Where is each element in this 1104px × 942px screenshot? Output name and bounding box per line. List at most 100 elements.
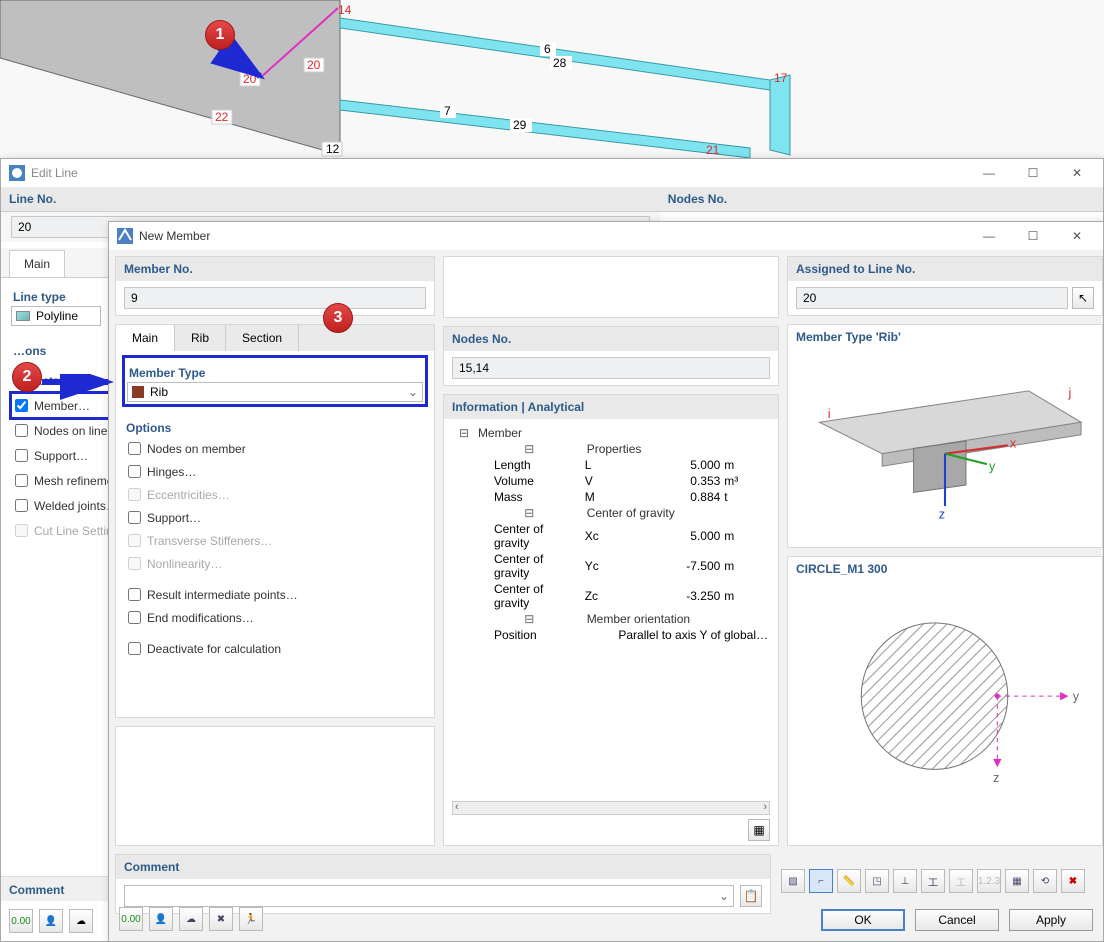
iconbar-btn-8[interactable]: 1.2.3 bbox=[977, 869, 1001, 893]
new-member-title: New Member bbox=[139, 229, 210, 243]
minimize-button[interactable]: — bbox=[967, 159, 1011, 187]
opt-end-mods-label: End modifications… bbox=[147, 611, 254, 625]
svg-text:28: 28 bbox=[553, 56, 567, 70]
svg-text:y: y bbox=[1073, 689, 1080, 703]
line-type-value: Polyline bbox=[36, 309, 78, 323]
nm-toolbtn-5[interactable]: 🏃 bbox=[239, 907, 263, 931]
opt-nm-support-label: Support… bbox=[147, 511, 201, 525]
assigned-pick-button[interactable]: ↖ bbox=[1072, 287, 1094, 309]
nm-close-button[interactable]: ✕ bbox=[1055, 222, 1099, 250]
preview-iconbar: ▧ ⌐ 📏 ◳ ⊥ 工 工 1.2.3 ▦ ⟲ ✖ bbox=[781, 869, 1091, 893]
iconbar-btn-1[interactable]: ▧ bbox=[781, 869, 805, 893]
info-cogy-u: m bbox=[722, 551, 770, 581]
nm-tab-main[interactable]: Main bbox=[116, 325, 175, 351]
member-type-value: Rib bbox=[150, 385, 168, 399]
preview-circle-panel: CIRCLE_M1 300 y z bbox=[787, 556, 1103, 846]
iconbar-btn-5[interactable]: ⊥ bbox=[893, 869, 917, 893]
info-volume-u: m³ bbox=[722, 473, 770, 489]
opt-welded-joint-label: Welded joints… bbox=[34, 499, 118, 513]
svg-text:7: 7 bbox=[444, 104, 451, 118]
nm-maximize-button[interactable]: ☐ bbox=[1011, 222, 1055, 250]
svg-text:21: 21 bbox=[706, 143, 720, 157]
opt-transverse: Transverse Stiffeners… bbox=[124, 529, 426, 552]
editline-toolbtn-3[interactable]: ☁ bbox=[69, 909, 93, 933]
info-grid-button[interactable]: ▦ bbox=[748, 819, 770, 841]
opt-result-pts[interactable]: Result intermediate points… bbox=[124, 583, 426, 606]
info-mass-s: M bbox=[583, 489, 634, 505]
opt-hinges[interactable]: Hinges… bbox=[124, 460, 426, 483]
edit-line-titlebar[interactable]: Edit Line — ☐ ✕ bbox=[1, 159, 1103, 187]
nm-toolbtn-1[interactable]: 0.00 bbox=[119, 907, 143, 931]
opt-deactivate[interactable]: Deactivate for calculation bbox=[124, 637, 426, 660]
member-type-swatch-icon bbox=[132, 386, 144, 398]
iconbar-btn-9[interactable]: ▦ bbox=[1005, 869, 1029, 893]
svg-text:22: 22 bbox=[215, 110, 229, 124]
nm-blank-panel bbox=[115, 726, 435, 846]
svg-text:i: i bbox=[828, 407, 831, 421]
opt-nm-support[interactable]: Support… bbox=[124, 506, 426, 529]
member-type-label: Member Type bbox=[127, 360, 423, 382]
iconbar-btn-4[interactable]: ◳ bbox=[865, 869, 889, 893]
app-icon bbox=[117, 228, 133, 244]
info-member: Member bbox=[476, 425, 770, 441]
iconbar-btn-3[interactable]: 📏 bbox=[837, 869, 861, 893]
info-cogx-s: Xc bbox=[583, 521, 634, 551]
nm-tab-rib[interactable]: Rib bbox=[175, 325, 226, 351]
nm-tab-section[interactable]: Section bbox=[226, 325, 299, 351]
polyline-swatch-icon bbox=[16, 311, 30, 321]
editline-toolbtn-1[interactable]: 0.00 bbox=[9, 909, 33, 933]
svg-text:14: 14 bbox=[338, 3, 352, 17]
svg-text:17: 17 bbox=[774, 71, 788, 85]
line-type-dropdown[interactable]: Polyline bbox=[11, 306, 101, 326]
info-panel: Information | Analytical ⊟Member ⊟Proper… bbox=[443, 394, 779, 846]
apply-button[interactable]: Apply bbox=[1009, 909, 1093, 931]
tab-main[interactable]: Main bbox=[9, 250, 65, 277]
opt-end-mods[interactable]: End modifications… bbox=[124, 606, 426, 629]
assigned-input[interactable]: 20 bbox=[796, 287, 1068, 309]
member-main-panel: Main Rib Section Member Type Rib ⌄ bbox=[115, 324, 435, 718]
maximize-button[interactable]: ☐ bbox=[1011, 159, 1055, 187]
iconbar-btn-6[interactable]: 工 bbox=[921, 869, 945, 893]
nm-options-label: Options bbox=[124, 415, 426, 437]
close-button[interactable]: ✕ bbox=[1055, 159, 1099, 187]
member-type-dropdown[interactable]: Rib ⌄ bbox=[127, 382, 423, 402]
callout-2-arrow bbox=[38, 374, 128, 404]
nm-top-blank bbox=[443, 256, 779, 318]
nm-comment-input[interactable]: ⌄ bbox=[124, 885, 734, 907]
iconbar-btn-10[interactable]: ⟲ bbox=[1033, 869, 1057, 893]
info-properties: Properties bbox=[583, 441, 770, 457]
info-length-v: 5.000 bbox=[634, 457, 723, 473]
nm-minimize-button[interactable]: — bbox=[967, 222, 1011, 250]
member-no-label: Member No. bbox=[116, 257, 434, 281]
cancel-button[interactable]: Cancel bbox=[915, 909, 999, 931]
opt-nodes-on-line-label: Nodes on line… bbox=[34, 424, 119, 438]
nm-toolbtn-2[interactable]: 👤 bbox=[149, 907, 173, 931]
iconbar-btn-11[interactable]: ✖ bbox=[1061, 869, 1085, 893]
opt-transverse-label: Transverse Stiffeners… bbox=[147, 534, 272, 548]
new-member-titlebar[interactable]: New Member — ☐ ✕ bbox=[109, 222, 1103, 250]
opt-hinges-label: Hinges… bbox=[147, 465, 196, 479]
nm-nodes-input[interactable]: 15,14 bbox=[452, 357, 770, 379]
iconbar-btn-7[interactable]: 工 bbox=[949, 869, 973, 893]
model-viewport[interactable]: 6 28 7 29 14 20 20 22 12 17 21 bbox=[0, 0, 1104, 158]
opt-nodes-on-member[interactable]: Nodes on member bbox=[124, 437, 426, 460]
iconbar-btn-2[interactable]: ⌐ bbox=[809, 869, 833, 893]
opt-deactivate-label: Deactivate for calculation bbox=[147, 642, 281, 656]
callout-3: 3 bbox=[323, 303, 353, 333]
info-volume-v: 0.353 bbox=[634, 473, 723, 489]
nm-toolbtn-3[interactable]: ☁ bbox=[179, 907, 203, 931]
editline-toolbtn-2[interactable]: 👤 bbox=[39, 909, 63, 933]
ok-button[interactable]: OK bbox=[821, 909, 905, 931]
nm-toolbtn-4[interactable]: ✖ bbox=[209, 907, 233, 931]
info-mass-k: Mass bbox=[476, 489, 583, 505]
info-cogx-u: m bbox=[722, 521, 770, 551]
nm-nodes-label: Nodes No. bbox=[444, 327, 778, 351]
info-scrollbar[interactable] bbox=[452, 801, 770, 815]
svg-text:z: z bbox=[993, 771, 999, 785]
editline-comment-label: Comment bbox=[1, 876, 113, 901]
opt-eccentricities: Eccentricities… bbox=[124, 483, 426, 506]
nm-comment-button[interactable]: 📋 bbox=[740, 885, 762, 907]
nm-bottom-toolbar: 0.00 👤 ☁ ✖ 🏃 bbox=[119, 907, 263, 931]
member-no-input[interactable]: 9 bbox=[124, 287, 426, 309]
opt-nonlinearity-label: Nonlinearity… bbox=[147, 557, 222, 571]
